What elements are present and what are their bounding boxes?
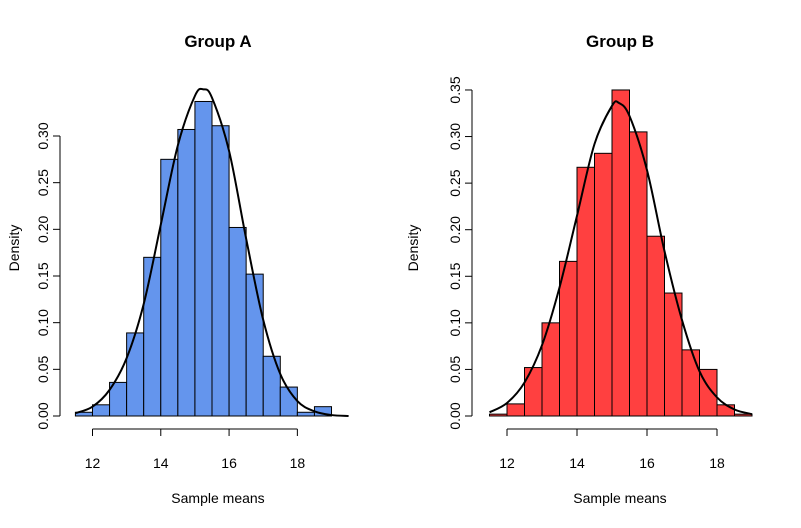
histogram-bar — [489, 413, 508, 417]
histogram-bar — [629, 131, 648, 417]
density-curve-group — [489, 100, 753, 416]
chart-title: Group B — [586, 32, 654, 51]
histogram-panel-group-a: Group A Sample means Density 12 14 16 18 0.… — [6, 32, 349, 506]
histogram-bar — [611, 89, 630, 417]
histogram-bar — [245, 273, 264, 417]
x-tick-label: 14 — [569, 455, 585, 471]
histogram-bar — [646, 235, 665, 417]
bars — [74, 100, 333, 417]
y-tick-label: 0.00 — [447, 402, 463, 429]
density-curve-group — [75, 87, 349, 417]
y-axis: 0.00 0.05 0.10 0.15 0.20 0.25 0.30 — [35, 122, 61, 430]
histogram-bar — [194, 100, 213, 417]
y-tick-label: 0.25 — [447, 169, 463, 196]
y-tick-label: 0.20 — [447, 216, 463, 243]
histogram-bar — [126, 332, 145, 417]
x-axis: 12 14 16 18 — [499, 428, 725, 471]
y-axis-label: Density — [6, 225, 22, 272]
histogram-bar — [91, 404, 111, 417]
y-tick-label: 0.20 — [35, 215, 51, 242]
chart-title: Group A — [184, 32, 251, 51]
histogram-bar — [734, 413, 753, 417]
density-curve — [489, 100, 753, 416]
y-tick-label: 0.05 — [447, 356, 463, 383]
histogram-bar — [177, 128, 196, 417]
histogram-bar — [506, 403, 525, 417]
y-axis-label: Density — [405, 225, 421, 272]
histogram-bar — [559, 260, 578, 417]
x-axis-label: Sample means — [573, 490, 666, 506]
x-axis-label: Sample means — [171, 490, 264, 506]
y-axis: 0.00 0.05 0.10 0.15 0.20 0.25 0.30 0.35 — [447, 76, 473, 430]
histogram-bar — [143, 256, 162, 417]
y-tick-label: 0.30 — [35, 122, 51, 149]
histogram-bar — [211, 125, 230, 417]
histogram-panel-group-b: Group B Sample means Density 12 14 16 18 0.… — [405, 32, 753, 506]
histogram-bar — [296, 411, 315, 417]
histogram-bar — [262, 355, 281, 417]
x-tick-label: 18 — [290, 455, 306, 471]
x-tick-label: 16 — [639, 455, 655, 471]
histogram-bar — [228, 226, 247, 417]
y-tick-label: 0.10 — [35, 309, 51, 336]
histogram-bar — [594, 152, 613, 417]
x-tick-label: 12 — [499, 455, 515, 471]
x-axis: 12 14 16 18 — [85, 428, 306, 471]
histogram-bar — [681, 349, 700, 417]
y-tick-label: 0.15 — [35, 262, 51, 289]
density-curve — [75, 87, 349, 417]
histogram-bar — [716, 404, 735, 417]
y-tick-label: 0.30 — [447, 123, 463, 150]
bars — [489, 89, 753, 417]
x-tick-label: 18 — [709, 455, 725, 471]
y-tick-label: 0.15 — [447, 262, 463, 289]
histogram-bar — [524, 367, 543, 417]
y-tick-label: 0.05 — [35, 355, 51, 382]
y-tick-label: 0.10 — [447, 309, 463, 336]
histogram-bar — [160, 158, 179, 417]
y-tick-label: 0.25 — [35, 169, 51, 196]
x-tick-label: 12 — [85, 455, 101, 471]
x-tick-label: 14 — [153, 455, 169, 471]
y-tick-label: 0.00 — [35, 402, 51, 429]
x-tick-label: 16 — [221, 455, 237, 471]
y-tick-label: 0.35 — [447, 76, 463, 103]
